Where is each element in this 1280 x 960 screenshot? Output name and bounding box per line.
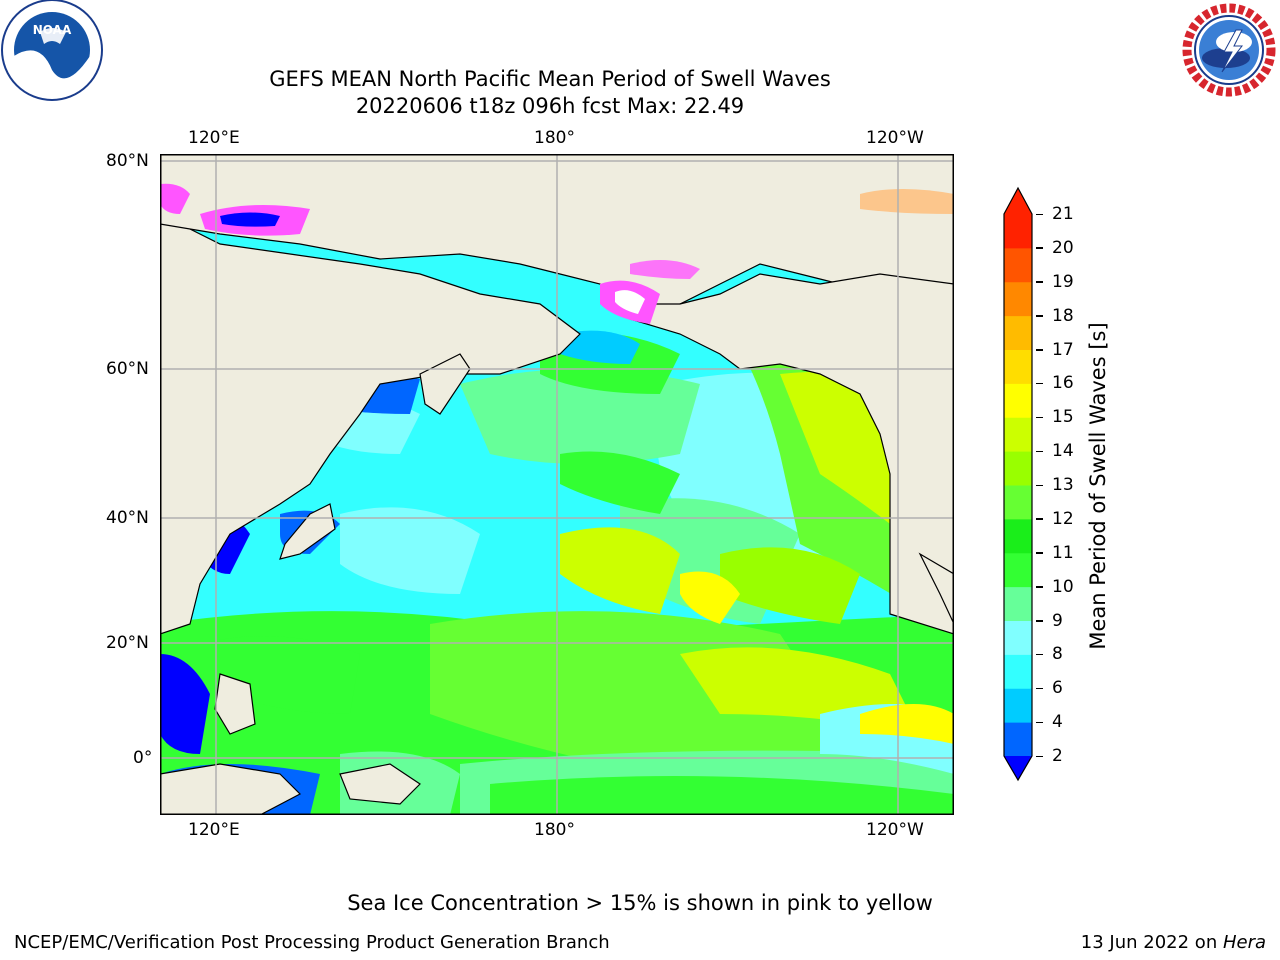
colorbar-tick-label: 18 <box>1052 305 1074 326</box>
colorbar-band <box>1004 518 1032 554</box>
footer-date: 13 Jun 2022 on Hera <box>1081 932 1266 954</box>
colorbar-tick-label: 16 <box>1052 373 1074 394</box>
colorbar-max-arrow <box>1004 188 1032 214</box>
colorbar-band <box>1004 485 1032 520</box>
colorbar-title: Mean Period of Swell Waves [s] <box>1086 322 1110 650</box>
colorbar-tick-label: 10 <box>1052 576 1074 597</box>
footer-machine: Hera <box>1222 932 1266 953</box>
colorbar-band <box>1004 315 1032 350</box>
colorbar-tick-label: 21 <box>1052 204 1074 224</box>
colorbar-tick-label: 12 <box>1052 508 1074 529</box>
colorbar-tick-mark <box>1036 620 1043 622</box>
colorbar-tick-label: 20 <box>1052 237 1074 258</box>
colorbar-tick-mark <box>1036 721 1043 724</box>
colorbar-tick-label: 6 <box>1052 678 1063 699</box>
chart-subtitle: 20220606 t18z 096h fcst Max: 22.49 <box>355 94 745 118</box>
lon-label-bottom-120w: 120°W <box>866 820 924 840</box>
colorbar-band <box>1004 586 1032 621</box>
colorbar-tick-mark <box>1036 518 1043 520</box>
colorbar-band <box>1004 247 1032 283</box>
colorbar-tick-mark <box>1036 586 1043 588</box>
lat-label-60n: 60°N <box>106 359 149 379</box>
colorbar-tick-mark <box>1036 552 1043 554</box>
noaa-logo: NOAA <box>1 0 103 101</box>
colorbar-band <box>1004 451 1032 486</box>
colorbar-band <box>1004 349 1032 384</box>
colorbar-tick-mark <box>1036 247 1043 249</box>
colorbar-tick-label: 19 <box>1052 271 1074 292</box>
lat-label-20n: 20°N <box>106 633 149 653</box>
colorbar-band <box>1004 722 1032 757</box>
lon-label-top-120w: 120°W <box>866 128 924 148</box>
sea-ice-note: Sea Ice Concentration > 15% is shown in … <box>347 891 933 915</box>
colorbar-tick-mark <box>1036 416 1043 419</box>
colorbar-band <box>1004 654 1032 689</box>
colorbar-tick-mark <box>1036 755 1043 757</box>
nws-logo <box>1181 2 1277 98</box>
graticule <box>160 154 954 815</box>
colorbar-tick-mark <box>1036 382 1043 385</box>
sea-ice-overlay <box>160 183 954 324</box>
colorbar-tick-label: 4 <box>1052 712 1063 733</box>
swell-period-map <box>160 154 954 815</box>
colorbar-tick-mark <box>1036 450 1043 453</box>
lat-label-40n: 40°N <box>106 508 149 528</box>
lon-label-bottom-120e: 120°E <box>188 820 240 840</box>
colorbar-band <box>1004 620 1032 655</box>
colorbar-band <box>1004 552 1032 588</box>
colorbar-band <box>1004 383 1032 418</box>
svg-text:NOAA: NOAA <box>33 23 72 37</box>
lon-label-top-120e: 120°E <box>188 128 240 148</box>
colorbar-tick-label: 15 <box>1052 407 1074 428</box>
colorbar-band <box>1004 417 1032 452</box>
colorbar-tick-mark <box>1036 687 1043 690</box>
colorbar-tick-mark <box>1036 315 1043 317</box>
lat-label-80n: 80°N <box>106 151 149 171</box>
colorbar-tick-label: 8 <box>1052 644 1063 665</box>
colorbar-tick-label: 2 <box>1052 746 1063 766</box>
colorbar-min-arrow <box>1004 756 1032 780</box>
footer-credit: NCEP/EMC/Verification Post Processing Pr… <box>14 932 610 953</box>
lat-label-0: 0° <box>133 748 153 768</box>
colorbar-band <box>1004 688 1032 723</box>
footer-date-text: 13 Jun 2022 on <box>1080 932 1223 953</box>
colorbar-tick-label: 14 <box>1052 441 1074 462</box>
colorbar-band <box>1004 214 1032 249</box>
colorbar-tick-mark <box>1036 484 1043 486</box>
colorbar <box>1003 186 1033 782</box>
colorbar-tick-label: 17 <box>1052 339 1074 360</box>
colorbar-tick-mark <box>1036 349 1043 351</box>
colorbar-tick-mark <box>1036 281 1043 283</box>
colorbar-tick-mark <box>1036 653 1043 656</box>
lon-label-top-180: 180° <box>534 128 575 148</box>
chart-title: GEFS MEAN North Pacific Mean Period of S… <box>269 67 831 91</box>
lon-label-bottom-180: 180° <box>534 820 575 840</box>
colorbar-band <box>1004 281 1032 317</box>
colorbar-tick-mark <box>1036 213 1043 215</box>
colorbar-tick-label: 9 <box>1052 610 1063 631</box>
colorbar-tick-label: 13 <box>1052 475 1074 495</box>
colorbar-tick-label: 11 <box>1052 542 1074 563</box>
